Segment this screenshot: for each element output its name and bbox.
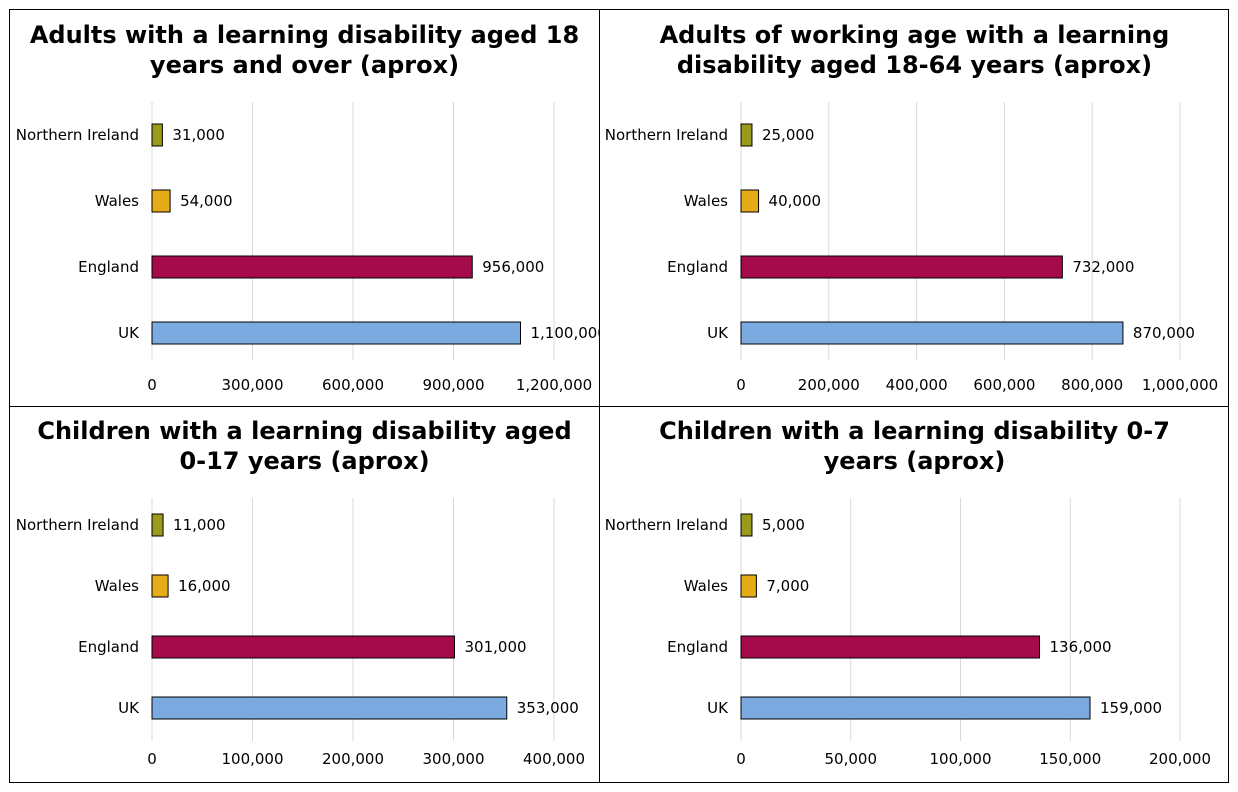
data-label: 301,000 — [465, 638, 527, 656]
bar-wales — [740, 574, 757, 598]
data-label: 1,100,000 — [531, 324, 600, 342]
bar-northern-ireland — [740, 513, 753, 537]
chart-title-line: disability aged 18-64 years (aprox) — [676, 51, 1153, 79]
bar-northern-ireland — [151, 513, 164, 537]
category-label: Northern Ireland — [605, 126, 728, 144]
bar-england — [151, 255, 473, 279]
bar-chart-svg: 0 200,000 400,000 600,000 800,000 1,000,000 No… — [605, 102, 1218, 394]
category-label: UK — [118, 699, 140, 717]
chart-panel-4: Children with a learning disability 0-7 y… — [599, 406, 1230, 784]
data-label: 870,000 — [1133, 324, 1195, 342]
horizontal-divider — [10, 406, 1228, 407]
x-tick-label: 150,000 — [1039, 750, 1101, 768]
chart-title: Adults with a learning disability aged 1… — [10, 20, 599, 80]
chart-panel-3: Children with a learning disability aged… — [10, 406, 599, 784]
x-tick-label: 50,000 — [825, 750, 878, 768]
x-tick-label: 800,000 — [1061, 376, 1123, 394]
bar-uk — [740, 321, 1124, 345]
x-tick-label: 100,000 — [221, 750, 283, 768]
bar-northern-ireland — [151, 123, 163, 147]
data-label: 956,000 — [482, 258, 544, 276]
bar-wales — [151, 574, 169, 598]
category-label: Northern Ireland — [605, 516, 728, 534]
x-tick-label: 600,000 — [322, 376, 384, 394]
data-label: 11,000 — [173, 516, 226, 534]
data-label: 16,000 — [178, 577, 231, 595]
chart-title-line: Children with a learning disability 0-7 — [659, 417, 1170, 445]
category-label: England — [667, 638, 728, 656]
bar-england — [740, 255, 1063, 279]
vertical-divider — [599, 10, 600, 782]
bar-wales — [740, 189, 760, 213]
category-label: Wales — [95, 577, 139, 595]
x-tick-label: 0 — [147, 376, 157, 394]
x-tick-label: 1,200,000 — [516, 376, 592, 394]
category-label: Wales — [684, 192, 728, 210]
x-tick-label: 300,000 — [221, 376, 283, 394]
chart-title-line: Adults with a learning disability aged 1… — [29, 21, 580, 49]
category-label: Northern Ireland — [16, 126, 139, 144]
chart-title-line: years (aprox) — [823, 447, 1006, 475]
bar-chart-svg: 0 50,000 100,000 150,000 200,000 Northern Ire… — [605, 498, 1211, 768]
chart-title-line: Children with a learning disability aged — [37, 417, 572, 445]
bar-uk — [740, 696, 1091, 720]
data-label: 7,000 — [766, 577, 809, 595]
chart-title: Adults of working age with a learning dis… — [599, 20, 1230, 80]
data-label: 40,000 — [769, 192, 822, 210]
chart-title-line: years and over (aprox) — [149, 51, 460, 79]
data-label: 54,000 — [180, 192, 233, 210]
data-label: 732,000 — [1072, 258, 1134, 276]
bar-northern-ireland — [740, 123, 753, 147]
bar-wales — [151, 189, 171, 213]
data-label: 353,000 — [517, 699, 579, 717]
bar-chart-svg: 0 100,000 200,000 300,000 400,000 Northern Ir… — [16, 498, 585, 768]
category-label: Wales — [684, 577, 728, 595]
category-label: UK — [118, 324, 140, 342]
x-tick-label: 200,000 — [1149, 750, 1211, 768]
x-tick-label: 200,000 — [322, 750, 384, 768]
category-label: England — [78, 258, 139, 276]
x-tick-label: 200,000 — [798, 376, 860, 394]
data-label: 159,000 — [1100, 699, 1162, 717]
data-label: 5,000 — [762, 516, 805, 534]
bar-england — [151, 635, 456, 659]
chart-panel-2: Adults of working age with a learning dis… — [599, 10, 1230, 406]
bar-england — [740, 635, 1041, 659]
category-label: UK — [707, 324, 729, 342]
data-label: 31,000 — [172, 126, 225, 144]
x-tick-label: 1,000,000 — [1142, 376, 1218, 394]
category-label: England — [78, 638, 139, 656]
category-label: UK — [707, 699, 729, 717]
category-label: Northern Ireland — [16, 516, 139, 534]
x-tick-label: 900,000 — [422, 376, 484, 394]
chart-title: Children with a learning disability 0-7 y… — [599, 416, 1230, 476]
x-tick-label: 100,000 — [929, 750, 991, 768]
chart-title-line: Adults of working age with a learning — [659, 21, 1170, 49]
bar-chart-svg: 0 300,000 600,000 900,000 1,200,000 Northern … — [16, 102, 600, 394]
x-tick-label: 0 — [736, 376, 746, 394]
x-tick-label: 300,000 — [422, 750, 484, 768]
x-tick-label: 0 — [147, 750, 157, 768]
data-label: 25,000 — [762, 126, 815, 144]
chart-panel-1: Adults with a learning disability aged 1… — [10, 10, 599, 406]
chart-title: Children with a learning disability aged… — [10, 416, 599, 476]
x-tick-label: 0 — [736, 750, 746, 768]
x-tick-label: 400,000 — [886, 376, 948, 394]
x-tick-label: 600,000 — [973, 376, 1035, 394]
category-label: England — [667, 258, 728, 276]
chart-grid: Adults with a learning disability aged 1… — [9, 9, 1229, 783]
bar-uk — [151, 696, 508, 720]
data-label: 136,000 — [1050, 638, 1112, 656]
chart-title-line: 0-17 years (aprox) — [179, 447, 430, 475]
bar-uk — [151, 321, 521, 345]
x-tick-label: 400,000 — [523, 750, 585, 768]
category-label: Wales — [95, 192, 139, 210]
